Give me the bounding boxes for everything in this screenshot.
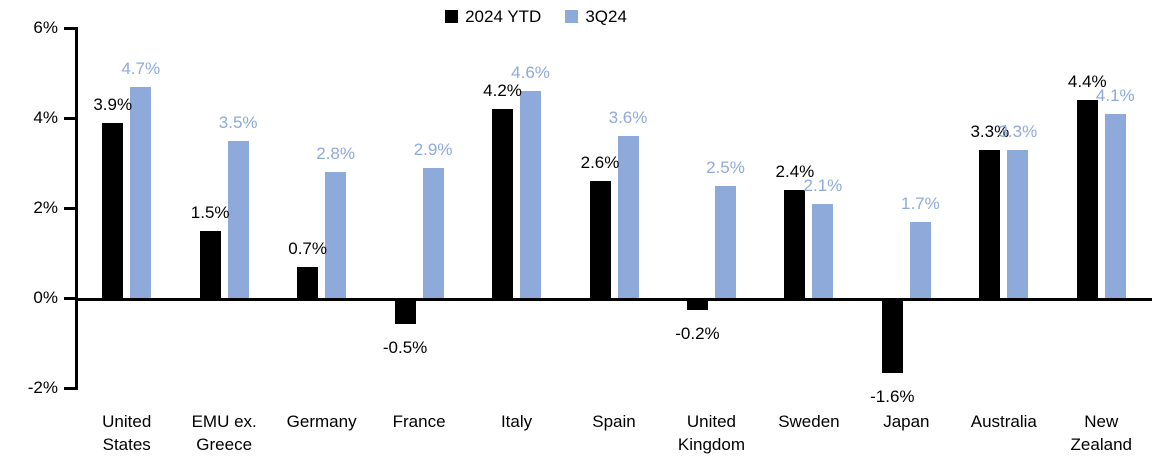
x-category-label-9: Australia (970, 412, 1037, 431)
bar-value-label-3q24-1: 3.5% (218, 112, 258, 132)
bar-value-label-3q24-10: 4.1% (1095, 85, 1135, 105)
y-axis-tick (64, 387, 78, 390)
bar-value-label-3q24-2: 2.8% (316, 144, 355, 163)
bar-2024ytd-5 (589, 181, 611, 300)
bar-2024ytd-10 (1076, 100, 1098, 300)
y-axis-tick (64, 297, 78, 300)
bar-3q24-6 (714, 185, 736, 300)
bar-value-label-2024ytd-2: 0.7% (288, 238, 327, 258)
chart-legend: 2024 YTD 3Q24 (0, 6, 1112, 27)
bar-2024ytd-3 (394, 301, 416, 324)
bar-value-label-3q24-5: 3.6% (608, 108, 648, 127)
bar-value-label-2024ytd-9: 3.3% (970, 121, 1010, 141)
bar-value-label-2024ytd-0: 3.9% (93, 94, 133, 114)
x-category-label-4: Italy (500, 412, 533, 431)
x-category-label-0: United States (102, 412, 152, 454)
bar-value-label-2024ytd-6: -0.2% (675, 324, 720, 343)
x-category-label-10: New Zealand (1070, 412, 1132, 454)
bar-3q24-5 (617, 136, 639, 300)
bar-value-label-3q24-4: 4.6% (511, 63, 550, 82)
x-category-label-5: Spain (592, 412, 636, 431)
bar-3q24-9 (1007, 149, 1029, 300)
bar-3q24-8 (909, 221, 931, 300)
bar-3q24-2 (325, 172, 347, 300)
bar-3q24-3 (422, 167, 444, 300)
bar-value-label-2024ytd-8: -1.6% (870, 387, 915, 406)
y-axis-tick (64, 207, 78, 210)
bar-value-label-2024ytd-3: -0.5% (382, 337, 428, 357)
bar-2024ytd-8 (881, 301, 903, 373)
bar-value-label-3q24-0: 4.7% (121, 58, 161, 78)
bar-3q24-4 (520, 91, 542, 300)
legend-label-3q24: 3Q24 (585, 7, 627, 26)
x-axis-zero-line (75, 298, 1152, 301)
x-category-label-2: Germany (286, 412, 357, 431)
bar-value-label-3q24-6: 2.5% (706, 157, 745, 177)
bar-3q24-1 (227, 140, 249, 300)
legend-item-2024-ytd: 2024 YTD (445, 6, 541, 27)
bar-2024ytd-4 (492, 109, 514, 300)
bar-value-label-2024ytd-4: 4.2% (483, 81, 522, 100)
y-axis-tick-label: 6% (33, 18, 58, 37)
bar-3q24-10 (1104, 113, 1126, 300)
bar-2024ytd-7 (784, 190, 806, 300)
bar-3q24-0 (130, 86, 152, 300)
bar-value-label-3q24-7: 2.1% (803, 175, 843, 195)
bar-2024ytd-9 (979, 149, 1001, 300)
legend-label-2024-ytd: 2024 YTD (465, 7, 542, 26)
y-axis-tick-label: 2% (33, 198, 58, 217)
x-category-label-7: Sweden (778, 412, 840, 431)
bar-value-label-3q24-9: 3.3% (998, 121, 1038, 141)
legend-swatch-2024-ytd-icon (445, 10, 459, 23)
bar-value-label-3q24-3: 2.9% (413, 139, 453, 159)
bar-2024ytd-0 (102, 122, 124, 300)
bar-2024ytd-1 (199, 230, 221, 300)
y-axis-tick (64, 117, 78, 120)
x-category-label-8: Japan (883, 412, 930, 431)
legend-item-3q24: 3Q24 (565, 6, 627, 27)
bar-value-label-2024ytd-7: 2.4% (775, 162, 815, 181)
bar-2024ytd-2 (297, 266, 319, 300)
x-category-label-3: France (392, 412, 446, 431)
bar-value-label-3q24-8: 1.7% (900, 193, 940, 213)
bar-value-label-2024ytd-1: 1.5% (190, 202, 230, 222)
x-category-label-6: United Kingdom (677, 412, 745, 454)
bar-value-label-2024ytd-5: 2.6% (580, 153, 620, 172)
y-axis-tick (64, 27, 78, 30)
legend-swatch-3q24-icon (565, 10, 579, 23)
x-category-label-1: EMU ex. Greece (191, 412, 257, 454)
bar-2024ytd-6 (686, 301, 708, 310)
bar-value-label-2024ytd-10: 4.4% (1067, 72, 1107, 91)
y-axis-tick-label: -2% (27, 378, 58, 397)
y-axis-tick-label: 0% (33, 288, 58, 307)
y-axis-tick-label: 4% (33, 108, 58, 127)
bar-3q24-7 (812, 203, 834, 300)
